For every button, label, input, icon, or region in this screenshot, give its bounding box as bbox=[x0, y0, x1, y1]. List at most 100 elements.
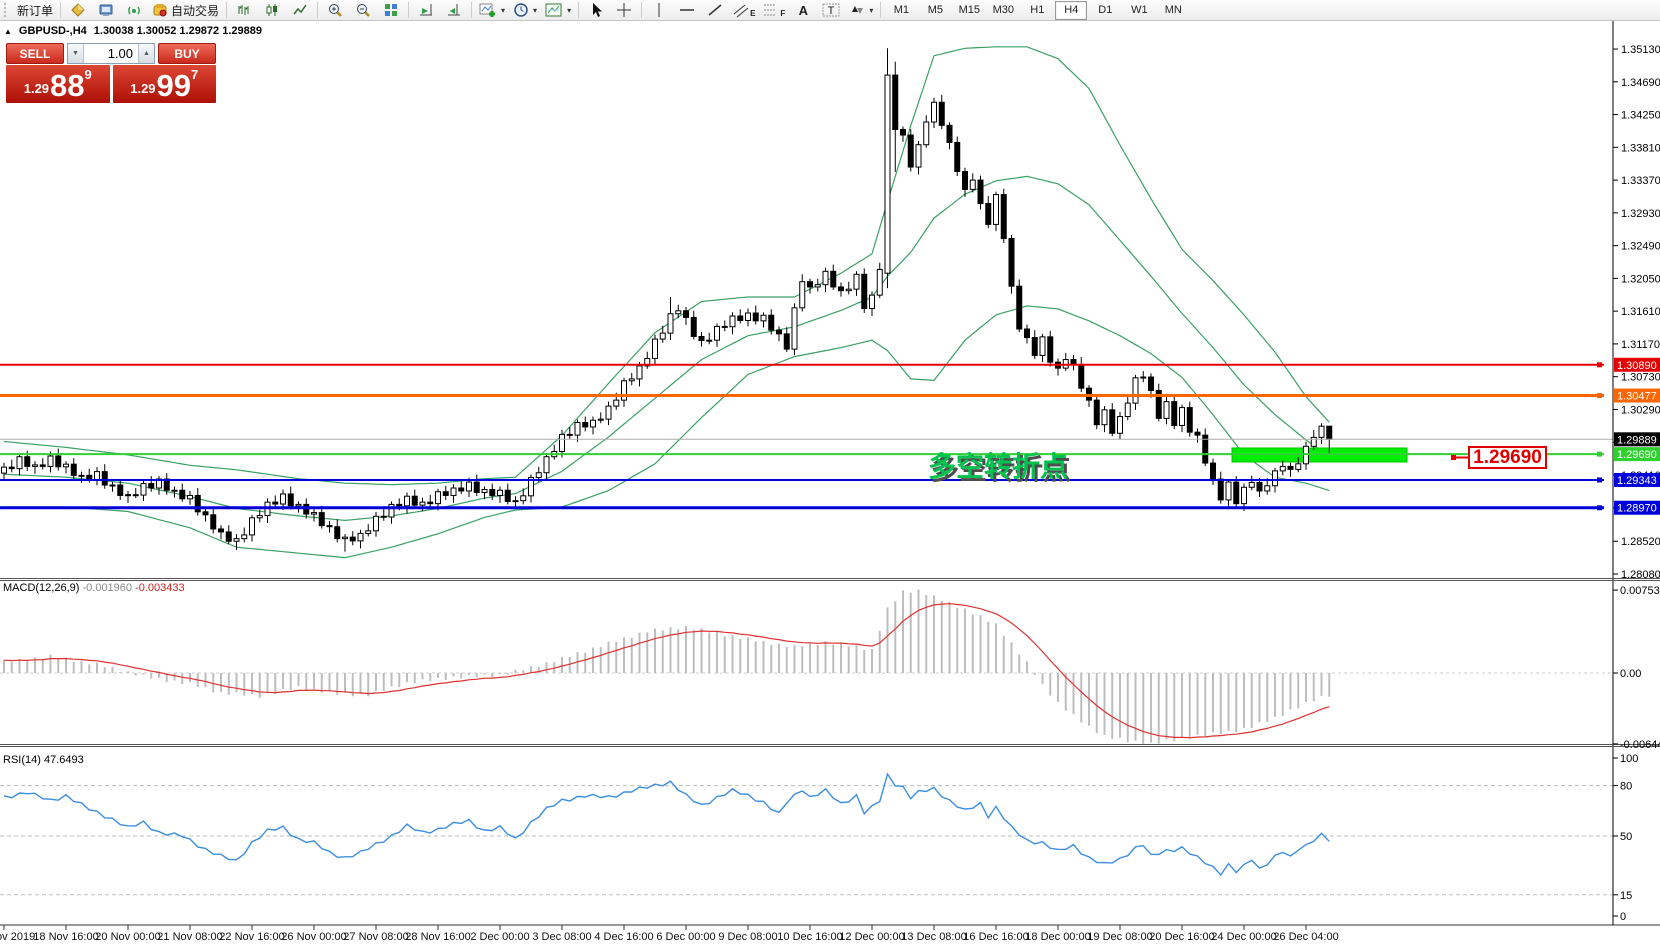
crosshair-button[interactable] bbox=[610, 0, 638, 21]
candle-body bbox=[86, 474, 93, 480]
timeframe-W1[interactable]: W1 bbox=[1131, 4, 1148, 16]
horizontal-lines[interactable] bbox=[0, 362, 1613, 511]
svg-text:T: T bbox=[828, 5, 835, 17]
buy-price-pips: 99 bbox=[156, 68, 192, 104]
hline-endpoint[interactable] bbox=[1597, 477, 1602, 483]
timeframe-H1[interactable]: H1 bbox=[1030, 4, 1045, 16]
volume-field[interactable]: ▼ 1.00 ▲ bbox=[67, 43, 155, 64]
separator bbox=[578, 2, 580, 18]
indicators-button[interactable]: ▾ bbox=[475, 0, 509, 21]
signals-button[interactable] bbox=[120, 0, 148, 21]
terminal-button[interactable] bbox=[92, 0, 120, 21]
candle-body bbox=[489, 488, 496, 496]
timeframe-M5[interactable]: M5 bbox=[927, 4, 943, 16]
candle-body bbox=[946, 124, 953, 143]
candle-body bbox=[8, 466, 15, 470]
price-flag-box[interactable] bbox=[1468, 446, 1547, 469]
candle-body bbox=[427, 501, 434, 505]
candle-body bbox=[683, 310, 689, 318]
macd-signal-line bbox=[3, 603, 1330, 739]
volume-value[interactable]: 1.00 bbox=[107, 46, 133, 61]
auto-trading-button[interactable]: 自动交易 bbox=[148, 0, 223, 21]
timeframe-M15[interactable]: M15 bbox=[958, 4, 981, 16]
hline-endpoint[interactable] bbox=[1597, 362, 1602, 368]
price-tick-label: 1.30730 bbox=[1621, 372, 1660, 384]
candle-body bbox=[132, 494, 139, 497]
candle-body bbox=[969, 179, 976, 190]
candle-body bbox=[1148, 376, 1154, 391]
arrows-button[interactable]: ▾ bbox=[845, 0, 877, 21]
zoom-in-button[interactable] bbox=[321, 0, 349, 21]
candle-body bbox=[931, 101, 937, 123]
new-order-button[interactable]: 新订单 bbox=[17, 3, 54, 18]
hline-endpoint[interactable] bbox=[1597, 451, 1602, 457]
candle-body bbox=[869, 294, 875, 310]
candle-body bbox=[1241, 486, 1247, 505]
turning-point-annotation[interactable]: 多空转折点 bbox=[928, 450, 1068, 482]
one-click-collapse-icon[interactable]: ▲ bbox=[4, 26, 12, 36]
candle-body bbox=[721, 325, 728, 328]
chart-shift-button[interactable] bbox=[440, 0, 468, 21]
buy-quote-button[interactable]: 1.29 99 7 bbox=[112, 65, 216, 104]
candle-body bbox=[241, 534, 248, 540]
buy-button[interactable]: BUY bbox=[158, 43, 216, 64]
bar-chart-button[interactable] bbox=[230, 0, 258, 21]
vertical-line-button[interactable] bbox=[645, 0, 673, 21]
crosshair-icon bbox=[617, 3, 632, 17]
timeframe-H4[interactable]: H4 bbox=[1055, 0, 1088, 20]
candlestick-button[interactable] bbox=[258, 0, 286, 21]
axes[interactable] bbox=[0, 21, 1660, 930]
candle-body bbox=[210, 514, 217, 530]
hline-endpoint[interactable] bbox=[1597, 505, 1602, 511]
sell-quote-button[interactable]: 1.29 88 9 bbox=[6, 65, 110, 103]
text-label-button[interactable]: T bbox=[817, 0, 845, 21]
candle-body bbox=[582, 421, 589, 428]
trendline-button[interactable] bbox=[701, 0, 729, 21]
candle-body bbox=[473, 481, 480, 493]
timeframe-MN[interactable]: MN bbox=[1164, 4, 1182, 16]
horizontal-line-button[interactable] bbox=[673, 0, 701, 21]
tile-windows-button[interactable] bbox=[377, 0, 405, 21]
fibonacci-icon bbox=[764, 4, 777, 16]
line-chart-button[interactable] bbox=[286, 0, 314, 21]
toolbar-grip[interactable] bbox=[4, 3, 9, 17]
text-button[interactable]: A bbox=[789, 0, 817, 21]
candle-body bbox=[1272, 470, 1278, 487]
flag-anchor[interactable] bbox=[1451, 455, 1456, 460]
candle-body bbox=[280, 493, 286, 505]
candle-body bbox=[962, 171, 968, 190]
timeframe-M30[interactable]: M30 bbox=[992, 4, 1015, 16]
candle-body bbox=[628, 378, 635, 382]
price-flag-text: 1.29690 bbox=[1473, 447, 1542, 468]
price-tick-label: 1.34690 bbox=[1621, 77, 1660, 89]
candle-body bbox=[187, 494, 193, 500]
candle-body bbox=[783, 333, 790, 350]
templates-button[interactable]: ▾ bbox=[541, 0, 575, 21]
candle-body bbox=[411, 495, 418, 506]
metaeditor-button[interactable] bbox=[64, 0, 92, 21]
zoom-out-button[interactable] bbox=[349, 0, 377, 21]
cursor-button[interactable] bbox=[582, 0, 610, 21]
volume-decrease-button[interactable]: ▼ bbox=[68, 44, 84, 63]
equidistant-channel-button[interactable]: E bbox=[729, 0, 759, 21]
candle-body bbox=[1210, 462, 1216, 480]
separator bbox=[226, 2, 228, 18]
fibonacci-button[interactable]: F bbox=[759, 0, 789, 21]
time-tick-label: 20 Dec 16:00 bbox=[1149, 931, 1214, 943]
candle-body bbox=[1008, 238, 1015, 287]
periods-button[interactable]: ▾ bbox=[509, 0, 541, 21]
sell-button[interactable]: SELL bbox=[6, 43, 64, 64]
candle-body bbox=[140, 483, 147, 496]
timeframe-M1[interactable]: M1 bbox=[893, 4, 909, 16]
timeframe-D1[interactable]: D1 bbox=[1098, 4, 1113, 16]
candle-body bbox=[396, 503, 403, 507]
candle-body bbox=[24, 456, 31, 467]
hline-endpoint[interactable] bbox=[1597, 393, 1602, 399]
volume-increase-button[interactable]: ▲ bbox=[138, 44, 154, 63]
candle-body bbox=[605, 405, 612, 420]
candle-body bbox=[1078, 363, 1085, 389]
time-tick-label: 16 Dec 16:00 bbox=[963, 931, 1028, 943]
auto-scroll-button[interactable] bbox=[412, 0, 440, 21]
